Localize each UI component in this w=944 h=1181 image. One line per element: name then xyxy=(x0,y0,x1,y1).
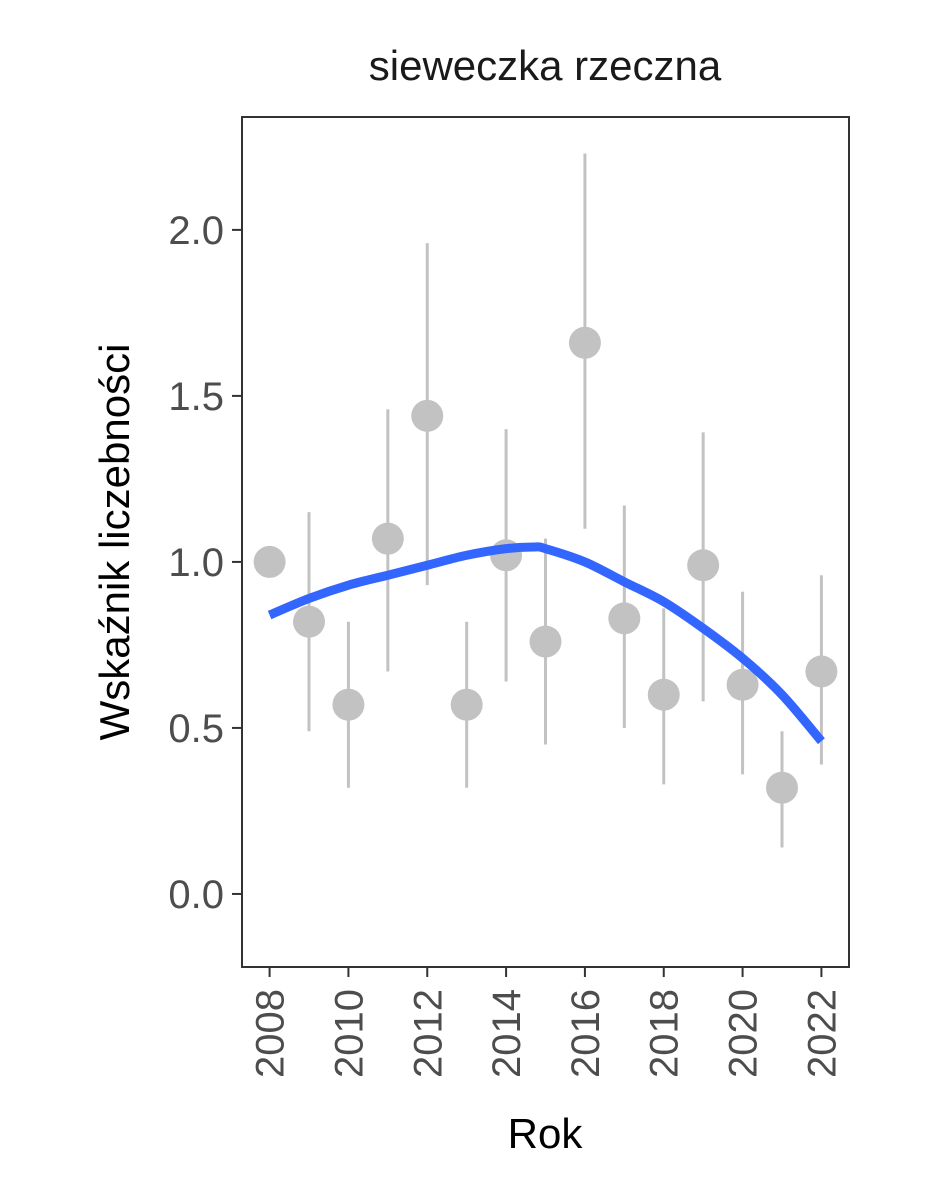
x-tick-label: 2018 xyxy=(643,989,687,1078)
chart-title: sieweczka rzeczna xyxy=(369,42,722,89)
x-axis: 2008 2010 2012 2014 2016 2018 2020 2022 xyxy=(249,967,844,1078)
data-point xyxy=(765,771,798,804)
data-point xyxy=(371,522,404,555)
trend-line xyxy=(267,542,825,745)
data-point xyxy=(568,326,601,359)
data-point xyxy=(608,602,641,635)
data-point xyxy=(293,605,326,638)
data-point xyxy=(253,545,286,578)
data-points xyxy=(253,326,838,804)
x-tick-label: 2022 xyxy=(800,989,844,1078)
data-point xyxy=(450,688,483,721)
y-axis-title: Wskaźnik liczebności xyxy=(91,344,138,741)
y-axis: 0.0 0.5 1.0 1.5 2.0 xyxy=(168,209,242,917)
data-point xyxy=(805,655,838,688)
x-tick-label: 2014 xyxy=(485,989,529,1078)
x-tick-label: 2008 xyxy=(249,989,293,1078)
x-tick-label: 2012 xyxy=(406,989,450,1078)
data-point xyxy=(529,625,562,658)
x-tick-label: 2016 xyxy=(564,989,608,1078)
y-tick-label: 2.0 xyxy=(168,209,224,253)
trend-line-group xyxy=(267,542,825,745)
x-tick-label: 2010 xyxy=(327,989,371,1078)
x-axis-title: Rok xyxy=(508,1110,584,1157)
y-tick-label: 0.0 xyxy=(168,873,224,917)
x-tick-label: 2020 xyxy=(722,989,766,1078)
data-point xyxy=(647,678,680,711)
y-tick-label: 1.0 xyxy=(168,541,224,585)
data-point xyxy=(726,668,759,701)
data-point xyxy=(411,399,444,432)
y-tick-label: 1.5 xyxy=(168,375,224,419)
y-tick-label: 0.5 xyxy=(168,707,224,751)
data-point xyxy=(332,688,365,721)
data-point xyxy=(687,549,720,582)
